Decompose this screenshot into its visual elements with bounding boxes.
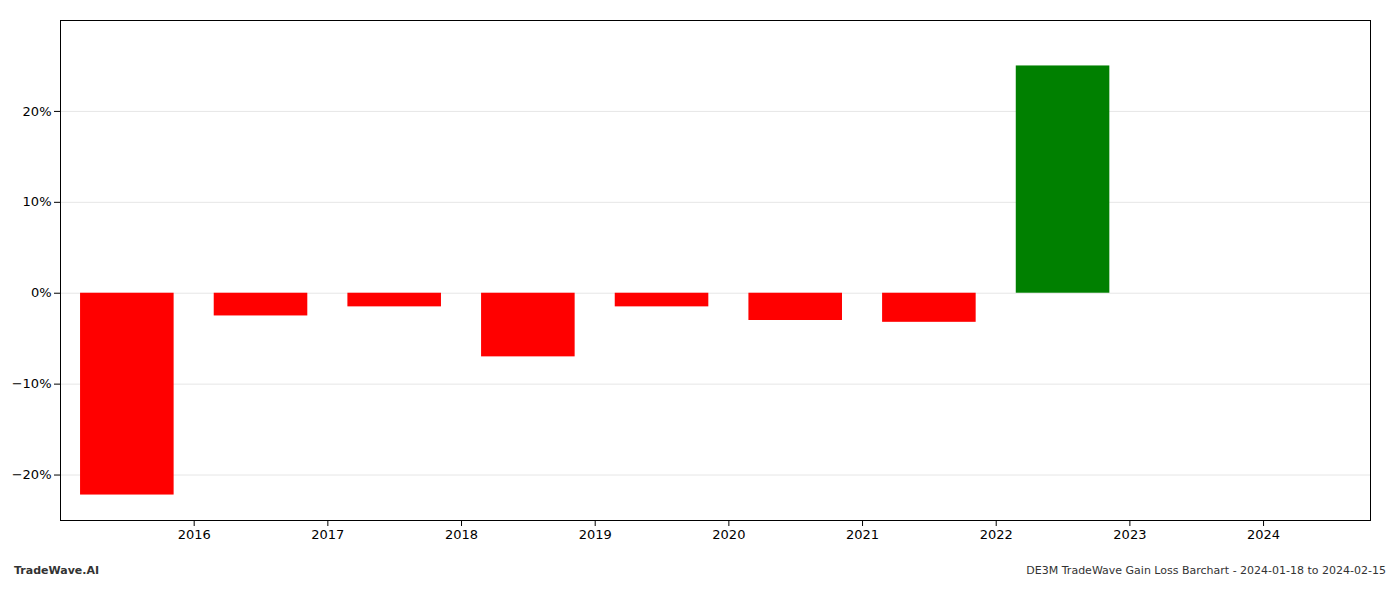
svg-text:10%: 10% bbox=[23, 194, 52, 209]
svg-text:−10%: −10% bbox=[12, 376, 52, 391]
html-text:DE3M TradeWave Gain Loss Barch: DE3M TradeWave Gain Loss Barchart - 2024… bbox=[1026, 564, 1386, 577]
svg-text:2017: 2017 bbox=[311, 527, 344, 542]
svg-text:0%: 0% bbox=[31, 285, 52, 300]
svg-text:2020: 2020 bbox=[712, 527, 745, 542]
svg-text:2024: 2024 bbox=[1247, 527, 1280, 542]
svg-text:20%: 20% bbox=[23, 104, 52, 119]
svg-text:2023: 2023 bbox=[1113, 527, 1146, 542]
svg-text:2021: 2021 bbox=[846, 527, 879, 542]
svg-text:2018: 2018 bbox=[445, 527, 478, 542]
svg-text:2016: 2016 bbox=[178, 527, 211, 542]
svg-text:−20%: −20% bbox=[12, 467, 52, 482]
svg-text:2022: 2022 bbox=[980, 527, 1013, 542]
html-text:TradeWave.AI: TradeWave.AI bbox=[14, 564, 100, 577]
svg-text:2019: 2019 bbox=[579, 527, 612, 542]
